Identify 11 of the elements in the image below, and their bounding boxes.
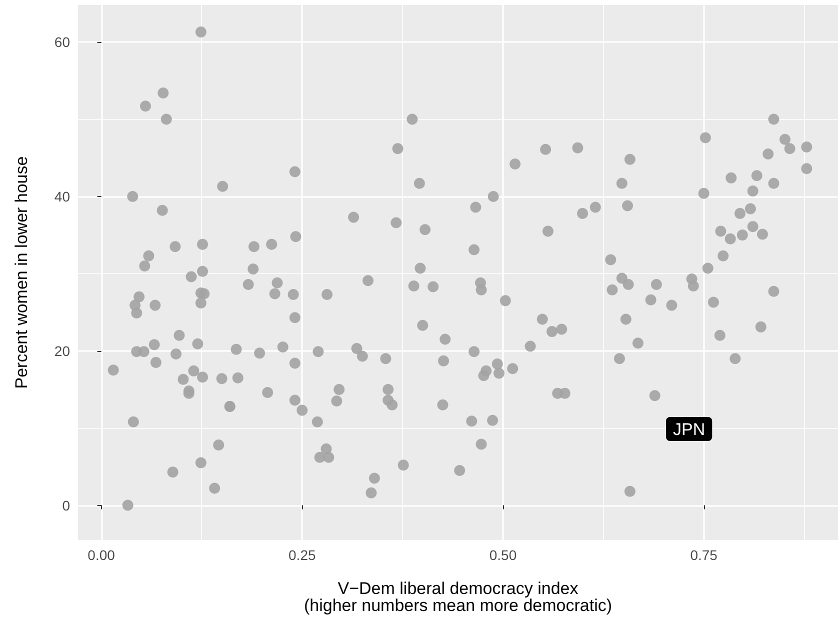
y-tick-label: 60 — [54, 34, 70, 50]
x-tick-label: 0.25 — [288, 547, 316, 563]
x-axis-title: V−Dem liberal democracy index (higher numbers mean more democratic) — [304, 579, 612, 615]
x-tick-label: 0.00 — [88, 547, 116, 563]
y-axis-title: Percent women in lower house — [12, 156, 31, 389]
y-tick-label: 20 — [54, 342, 70, 359]
annotation: JPN — [673, 420, 706, 439]
y-tick-label: 0 — [62, 497, 70, 514]
x-tick-label: 0.50 — [489, 547, 517, 563]
x-tick-label: 0.75 — [690, 547, 718, 563]
y-tick-label: 40 — [54, 188, 70, 204]
